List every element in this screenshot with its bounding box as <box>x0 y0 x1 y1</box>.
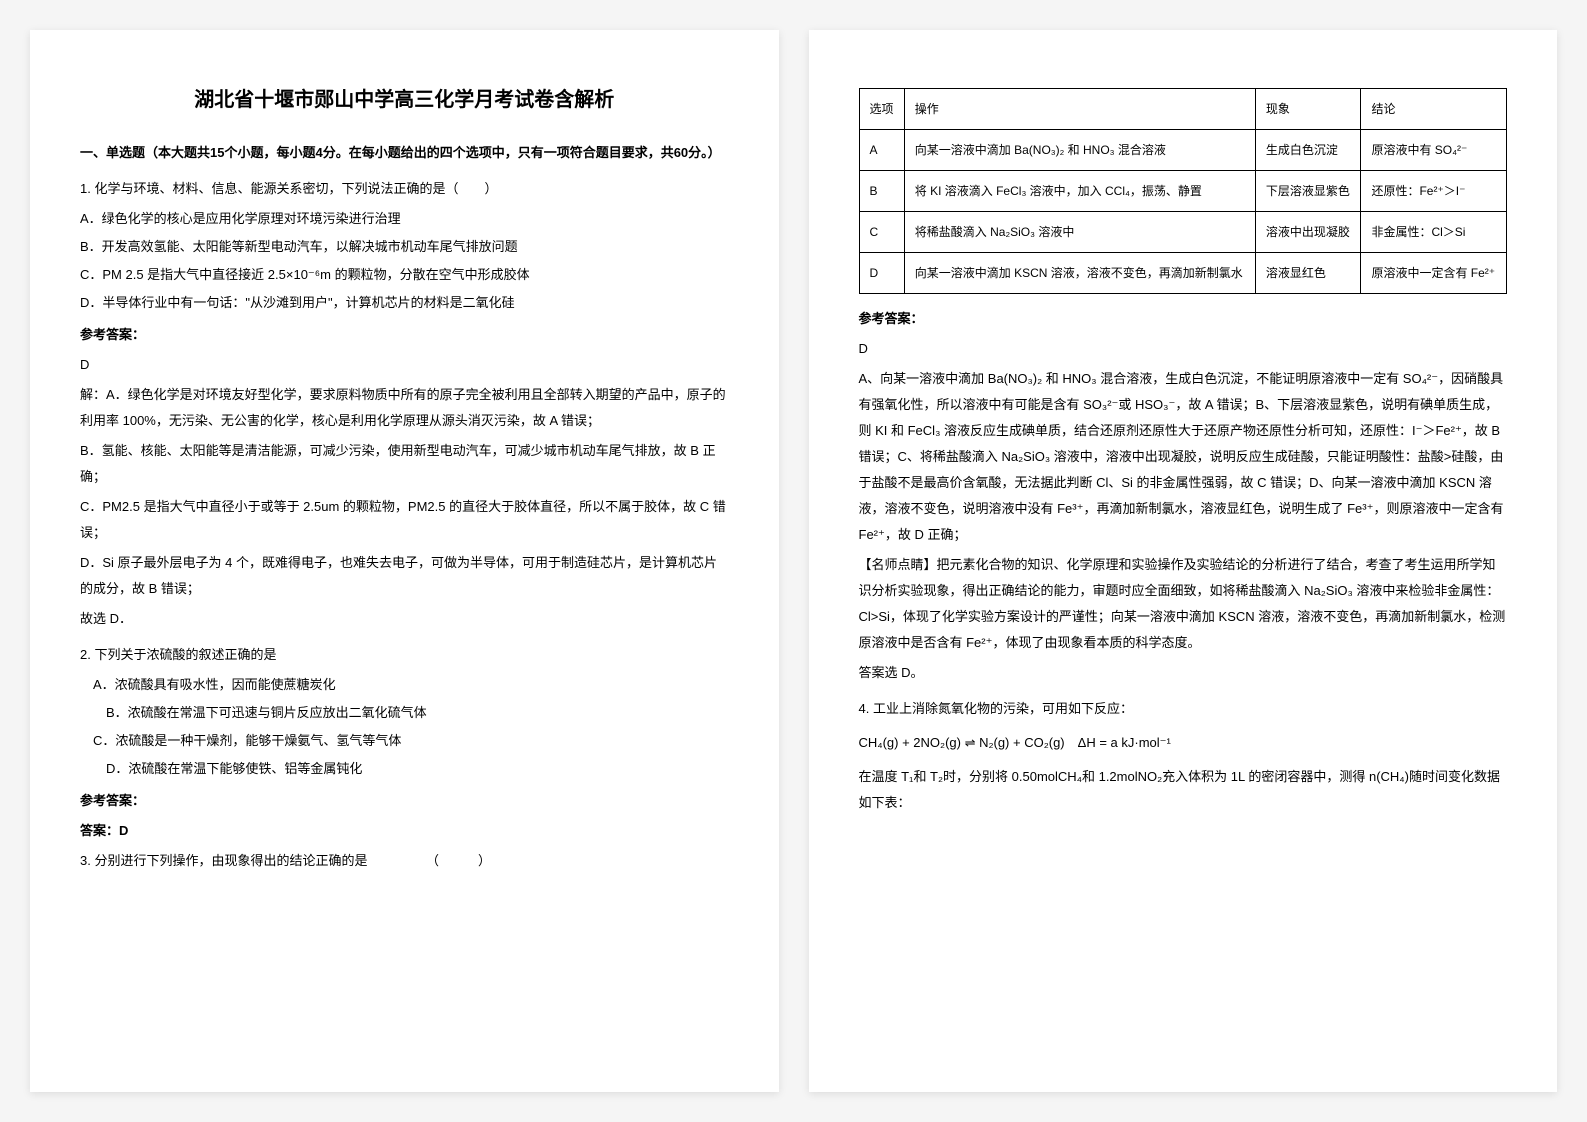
table-row: B 将 KI 溶液滴入 FeCl₃ 溶液中，加入 CCl₄，振荡、静置 下层溶液… <box>859 171 1507 212</box>
table-header-cell: 结论 <box>1361 89 1507 130</box>
q1-answer-letter: D <box>80 352 729 378</box>
table-cell: 向某一溶液中滴加 Ba(NO₃)₂ 和 HNO₃ 混合溶液 <box>904 130 1255 171</box>
q1-option-a: A．绿色化学的核心是应用化学原理对环境污染进行治理 <box>80 206 729 232</box>
q3-table: 选项 操作 现象 结论 A 向某一溶液中滴加 Ba(NO₃)₂ 和 HNO₃ 混… <box>859 88 1508 294</box>
table-row: D 向某一溶液中滴加 KSCN 溶液，溶液不变色，再滴加新制氯水 溶液显红色 原… <box>859 253 1507 294</box>
q2-answer-letter: 答案：D <box>80 818 729 844</box>
q1-explanation-d: D．Si 原子最外层电子为 4 个，既难得电子，也难失去电子，可做为半导体，可用… <box>80 550 729 602</box>
right-page: 选项 操作 现象 结论 A 向某一溶液中滴加 Ba(NO₃)₂ 和 HNO₃ 混… <box>809 30 1558 1092</box>
table-header-row: 选项 操作 现象 结论 <box>859 89 1507 130</box>
q1-explanation-b: B．氢能、核能、太阳能等是清洁能源，可减少污染，使用新型电动汽车，可减少城市机动… <box>80 438 729 490</box>
table-cell: 生成白色沉淀 <box>1255 130 1361 171</box>
table-cell: 将 KI 溶液滴入 FeCl₃ 溶液中，加入 CCl₄，振荡、静置 <box>904 171 1255 212</box>
table-cell: 溶液中出现凝胶 <box>1255 212 1361 253</box>
section-1-heading: 一、单选题（本大题共15个小题，每小题4分。在每小题给出的四个选项中，只有一项符… <box>80 140 729 166</box>
q1-option-d: D．半导体行业中有一句话："从沙滩到用户"，计算机芯片的材料是二氧化硅 <box>80 290 729 316</box>
table-cell: 非金属性：Cl＞Si <box>1361 212 1507 253</box>
table-header-cell: 现象 <box>1255 89 1361 130</box>
q4-stem: 4. 工业上消除氮氧化物的污染，可用如下反应： <box>859 696 1508 722</box>
document-title: 湖北省十堰市郧山中学高三化学月考试卷含解析 <box>80 80 729 120</box>
q2-stem: 2. 下列关于浓硫酸的叙述正确的是 <box>80 642 729 668</box>
q3-stem: 3. 分别进行下列操作，由现象得出的结论正确的是 （ ） <box>80 848 729 874</box>
table-cell: 下层溶液显紫色 <box>1255 171 1361 212</box>
table-cell: C <box>859 212 904 253</box>
q1-stem: 1. 化学与环境、材料、信息、能源关系密切，下列说法正确的是（ ） <box>80 176 729 202</box>
table-cell: 向某一溶液中滴加 KSCN 溶液，溶液不变色，再滴加新制氯水 <box>904 253 1255 294</box>
left-page: 湖北省十堰市郧山中学高三化学月考试卷含解析 一、单选题（本大题共15个小题，每小… <box>30 30 779 1092</box>
q1-option-c: C．PM 2.5 是指大气中直径接近 2.5×10⁻⁶m 的颗粒物，分散在空气中… <box>80 262 729 288</box>
q4-formula: CH₄(g) + 2NO₂(g) ⇌ N₂(g) + CO₂(g) ΔH = a… <box>859 730 1508 756</box>
q3-explanation-3: 答案选 D。 <box>859 660 1508 686</box>
table-cell: 将稀盐酸滴入 Na₂SiO₃ 溶液中 <box>904 212 1255 253</box>
q2-option-b: B．浓硫酸在常温下可迅速与铜片反应放出二氧化硫气体 <box>106 700 729 726</box>
table-row: A 向某一溶液中滴加 Ba(NO₃)₂ 和 HNO₃ 混合溶液 生成白色沉淀 原… <box>859 130 1507 171</box>
q3-explanation-1: A、向某一溶液中滴加 Ba(NO₃)₂ 和 HNO₃ 混合溶液，生成白色沉淀，不… <box>859 366 1508 548</box>
q3-answer-heading: 参考答案： <box>859 306 1508 332</box>
q4-text: 在温度 T₁和 T₂时，分别将 0.50molCH₄和 1.2molNO₂充入体… <box>859 764 1508 816</box>
table-cell: D <box>859 253 904 294</box>
q3-explanation-2: 【名师点睛】把元素化合物的知识、化学原理和实验操作及实验结论的分析进行了结合，考… <box>859 552 1508 656</box>
table-cell: B <box>859 171 904 212</box>
table-header-cell: 选项 <box>859 89 904 130</box>
q1-answer-heading: 参考答案： <box>80 322 729 348</box>
q2-option-c: C．浓硫酸是一种干燥剂，能够干燥氨气、氢气等气体 <box>93 728 729 754</box>
q1-explanation-end: 故选 D． <box>80 606 729 632</box>
q2-option-a: A．浓硫酸具有吸水性，因而能使蔗糖炭化 <box>93 672 729 698</box>
table-cell: 溶液显红色 <box>1255 253 1361 294</box>
q1-explanation-c: C．PM2.5 是指大气中直径小于或等于 2.5um 的颗粒物，PM2.5 的直… <box>80 494 729 546</box>
table-cell: A <box>859 130 904 171</box>
q3-answer-letter: D <box>859 336 1508 362</box>
q2-answer-heading: 参考答案： <box>80 788 729 814</box>
q1-option-b: B．开发高效氢能、太阳能等新型电动汽车，以解决城市机动车尾气排放问题 <box>80 234 729 260</box>
table-row: C 将稀盐酸滴入 Na₂SiO₃ 溶液中 溶液中出现凝胶 非金属性：Cl＞Si <box>859 212 1507 253</box>
table-cell: 还原性：Fe²⁺＞I⁻ <box>1361 171 1507 212</box>
q2-option-d: D．浓硫酸在常温下能够使铁、铝等金属钝化 <box>106 756 729 782</box>
q1-explanation-a: 解：A．绿色化学是对环境友好型化学，要求原料物质中所有的原子完全被利用且全部转入… <box>80 382 729 434</box>
table-cell: 原溶液中一定含有 Fe²⁺ <box>1361 253 1507 294</box>
table-header-cell: 操作 <box>904 89 1255 130</box>
table-cell: 原溶液中有 SO₄²⁻ <box>1361 130 1507 171</box>
